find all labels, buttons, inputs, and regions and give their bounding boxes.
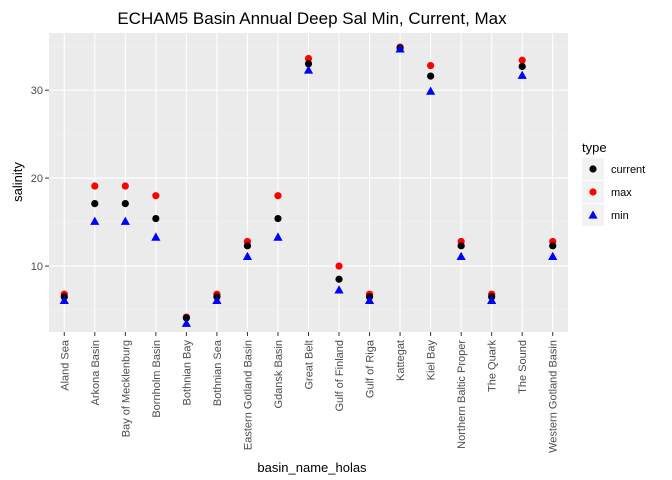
point-max <box>304 54 313 63</box>
point-current <box>457 242 465 250</box>
x-tick-label: The Quark <box>487 340 499 392</box>
x-tick-label: Northern Baltic Proper <box>456 340 468 449</box>
x-tick-label: Bay of Mecklenburg <box>120 340 132 437</box>
x-tick-label: Bothnian Sea <box>212 339 224 406</box>
point-min <box>395 44 405 53</box>
point-min <box>59 295 69 305</box>
legend-marker-min <box>588 210 598 219</box>
x-tick-label: Aland Sea <box>59 339 71 391</box>
point-min <box>548 251 558 261</box>
point-min <box>364 295 375 305</box>
y-axis-title: salinity <box>10 162 25 202</box>
x-axis-title: basin_name_holas <box>257 460 367 475</box>
point-min <box>334 285 344 294</box>
legend: type current max min <box>582 140 645 226</box>
y-tick-label: 10 <box>31 261 43 273</box>
legend-label-max: max <box>611 187 632 199</box>
x-tick-label: Gulf of Riga <box>365 339 377 398</box>
point-current <box>91 200 99 208</box>
point-max <box>274 192 282 200</box>
x-tick-label: The Sound <box>517 340 529 394</box>
point-max <box>335 262 343 270</box>
x-tick-label: Kiel Bay <box>426 340 438 381</box>
x-tick-label: Eastern Gotland Basin <box>242 340 254 450</box>
point-min <box>517 70 527 79</box>
point-current <box>121 200 129 208</box>
point-current <box>274 214 282 223</box>
y-tick-label: 30 <box>31 85 43 97</box>
legend-title: type <box>582 140 607 155</box>
chart-title: ECHAM5 Basin Annual Deep Sal Min, Curren… <box>117 9 507 28</box>
point-current <box>152 214 160 223</box>
x-tick-label: Kattegat <box>395 340 407 381</box>
point-min <box>212 295 222 305</box>
point-max <box>152 192 160 200</box>
x-axis: Aland Sea Arkona Basin Bay of Mecklenburg B… <box>59 332 560 453</box>
point-max <box>518 56 526 64</box>
point-max <box>121 182 129 190</box>
point-min <box>456 251 466 261</box>
x-tick-label: Bornholm Basin <box>151 340 163 418</box>
point-min <box>151 232 161 241</box>
x-tick-label: Great Belt <box>304 340 316 390</box>
legend-label-current: current <box>611 164 645 176</box>
data-points <box>59 43 558 327</box>
x-tick-label: Bothnian Bay <box>181 340 193 406</box>
point-min <box>120 216 130 225</box>
point-min <box>487 295 497 305</box>
y-tick-label: 20 <box>31 173 43 185</box>
legend-label-min: min <box>611 210 629 222</box>
x-tick-label: Western Gotland Basin <box>548 340 560 453</box>
point-current <box>243 242 252 250</box>
point-max <box>427 61 435 70</box>
point-current <box>518 62 526 71</box>
x-tick-label: Gulf of Finland <box>334 340 346 412</box>
legend-marker-max <box>589 188 597 196</box>
point-min <box>181 318 191 327</box>
point-current <box>335 275 343 283</box>
point-current <box>549 242 557 250</box>
point-current <box>182 314 190 322</box>
point-min <box>242 251 253 261</box>
point-min <box>273 232 283 241</box>
x-tick-label: Gdansk Basin <box>273 340 285 408</box>
y-axis: 10 20 30 <box>31 85 49 273</box>
point-current <box>304 60 313 68</box>
point-max <box>91 182 99 190</box>
x-tick-label: Arkona Basin <box>90 340 102 405</box>
point-min <box>90 216 100 225</box>
legend-marker-current <box>589 165 597 173</box>
point-current <box>427 72 435 80</box>
point-min <box>426 86 436 95</box>
point-min <box>303 65 314 74</box>
